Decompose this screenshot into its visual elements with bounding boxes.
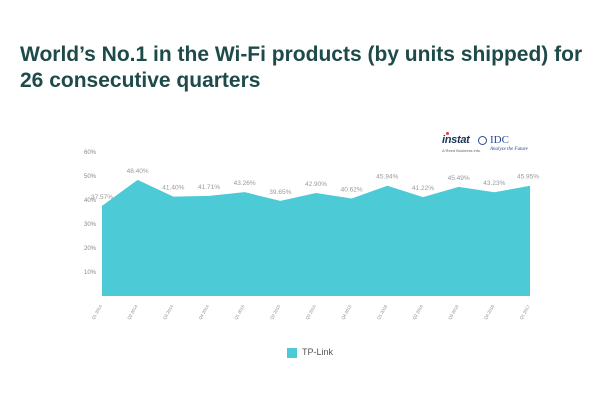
legend-swatch-tp-link	[287, 348, 297, 358]
instat-logo: instat A Reed Business info	[442, 132, 480, 158]
data-label: 41.71%	[198, 184, 220, 191]
x-tick-label: Q3 2015	[304, 303, 317, 320]
x-tick-label: Q3 2014	[162, 303, 175, 320]
x-tick-label: Q2 2016	[411, 303, 424, 320]
x-tick-label: Q3 2016	[447, 303, 460, 320]
x-tick-label: Q2 2014	[126, 303, 139, 320]
x-tick-label: Q4 2016	[483, 303, 496, 320]
x-tick-label: Q4 2015	[340, 303, 353, 320]
source-logos: instat A Reed Business info IDC Analyze …	[442, 132, 542, 160]
y-tick-label: 20%	[84, 246, 97, 252]
legend-label-tp-link: TP-Link	[302, 347, 334, 357]
instat-dot-icon	[446, 132, 449, 135]
data-label: 42.90%	[305, 181, 327, 188]
x-tick-label: Q2 2015	[269, 303, 282, 320]
data-label: 45.95%	[517, 174, 539, 181]
instat-logo-subtitle: A Reed Business info	[442, 148, 481, 153]
y-tick-label: 60%	[84, 150, 97, 156]
x-tick-label: Q4 2014	[197, 303, 210, 320]
idc-globe-icon	[478, 136, 487, 145]
page-title: World’s No.1 in the Wi-Fi products (by u…	[20, 43, 583, 92]
idc-logo-text: IDC	[490, 134, 509, 146]
x-tick-label: Q1 2015	[233, 303, 246, 320]
data-label: 40.62%	[341, 187, 363, 194]
y-tick-label: 50%	[84, 174, 97, 180]
data-label: 39.65%	[269, 189, 291, 196]
series-area-tp-link	[102, 179, 530, 296]
data-label: 45.49%	[448, 175, 470, 182]
idc-tagline: Analyze the Future	[490, 147, 528, 152]
data-label: 48.40%	[127, 168, 149, 175]
y-tick-label: 10%	[84, 270, 97, 276]
x-tick-label: Q1 2016	[376, 303, 389, 320]
data-label: 43.23%	[483, 180, 505, 187]
data-label: 43.26%	[234, 180, 256, 187]
x-tick-label: Q1 2017	[518, 303, 531, 320]
idc-logo: IDC Analyze the Future	[478, 134, 534, 158]
data-label: 41.40%	[162, 185, 184, 192]
y-tick-label: 30%	[84, 222, 97, 228]
y-tick-label: 40%	[84, 198, 97, 204]
data-label: 37.57%	[91, 194, 113, 201]
x-tick-label: Q1 2014	[90, 303, 103, 320]
data-label: 45.94%	[376, 174, 398, 181]
data-label: 41.22%	[412, 185, 434, 192]
instat-logo-text: instat	[442, 134, 470, 146]
